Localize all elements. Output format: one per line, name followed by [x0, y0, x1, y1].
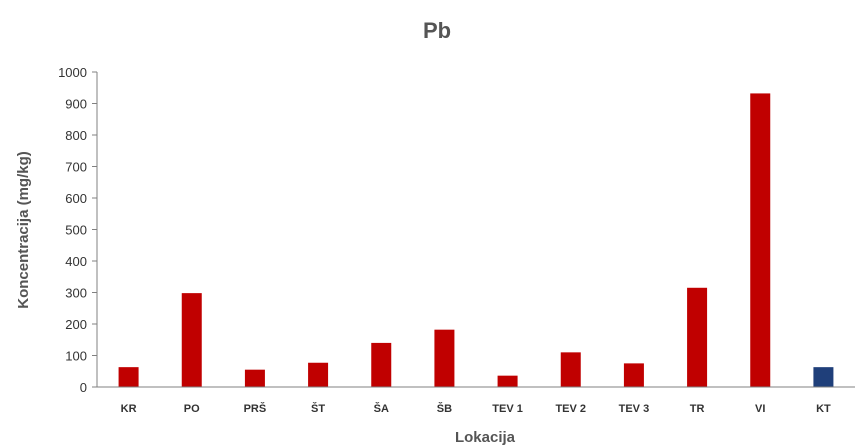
bar-prš: [244, 369, 265, 387]
x-tick-label: VI: [755, 403, 765, 415]
bar-ša: [371, 342, 392, 387]
x-tick-label: ŠB: [437, 402, 452, 415]
y-axis: 0 100 200 300 400 500 600 700 800 900 1000: [58, 65, 98, 395]
bar-tev-2: [560, 352, 581, 387]
y-tick-label: 400: [65, 254, 87, 269]
y-tick-label: 900: [65, 97, 87, 112]
bars-group: [118, 93, 834, 388]
chart-title: Pb: [423, 18, 451, 43]
bar-tev-3: [623, 363, 644, 387]
y-tick-label: 200: [65, 317, 87, 332]
y-tick-label: 700: [65, 160, 87, 175]
y-tick-label: 600: [65, 191, 87, 206]
bar-po: [181, 293, 202, 387]
y-tick-label: 500: [65, 223, 87, 238]
y-tick-label: 1000: [58, 65, 87, 80]
bar-tev-1: [497, 375, 518, 387]
y-tick-label: 800: [65, 128, 87, 143]
bar-vi: [750, 93, 771, 388]
y-tick-label: 300: [65, 286, 87, 301]
x-tick-label: PO: [184, 403, 200, 415]
bar-tr: [687, 287, 708, 387]
x-tick-label: PRŠ: [244, 402, 267, 415]
bar-kr: [118, 367, 139, 387]
x-tick-label: ŠT: [311, 402, 325, 415]
x-tick-label: TR: [690, 403, 705, 415]
y-tick-label: 100: [65, 349, 87, 364]
x-tick-label: TEV 2: [555, 403, 586, 415]
x-tick-label: KR: [121, 403, 137, 415]
bar-kt: [813, 367, 834, 387]
x-tick-label: KT: [816, 403, 831, 415]
x-axis: KR PO PRŠ ŠT ŠA ŠB TEV 1 TEV 2 TEV 3 TR VI KT: [97, 386, 855, 415]
y-axis-title: Koncentracija (mg/kg): [15, 151, 32, 309]
x-tick-label: ŠA: [374, 402, 389, 415]
bar-šb: [434, 329, 455, 387]
y-tick-label: 0: [80, 380, 87, 395]
x-tick-label: TEV 3: [619, 403, 650, 415]
x-tick-label: TEV 1: [492, 403, 523, 415]
x-axis-title: Lokacija: [455, 429, 516, 446]
bar-št: [308, 362, 329, 387]
